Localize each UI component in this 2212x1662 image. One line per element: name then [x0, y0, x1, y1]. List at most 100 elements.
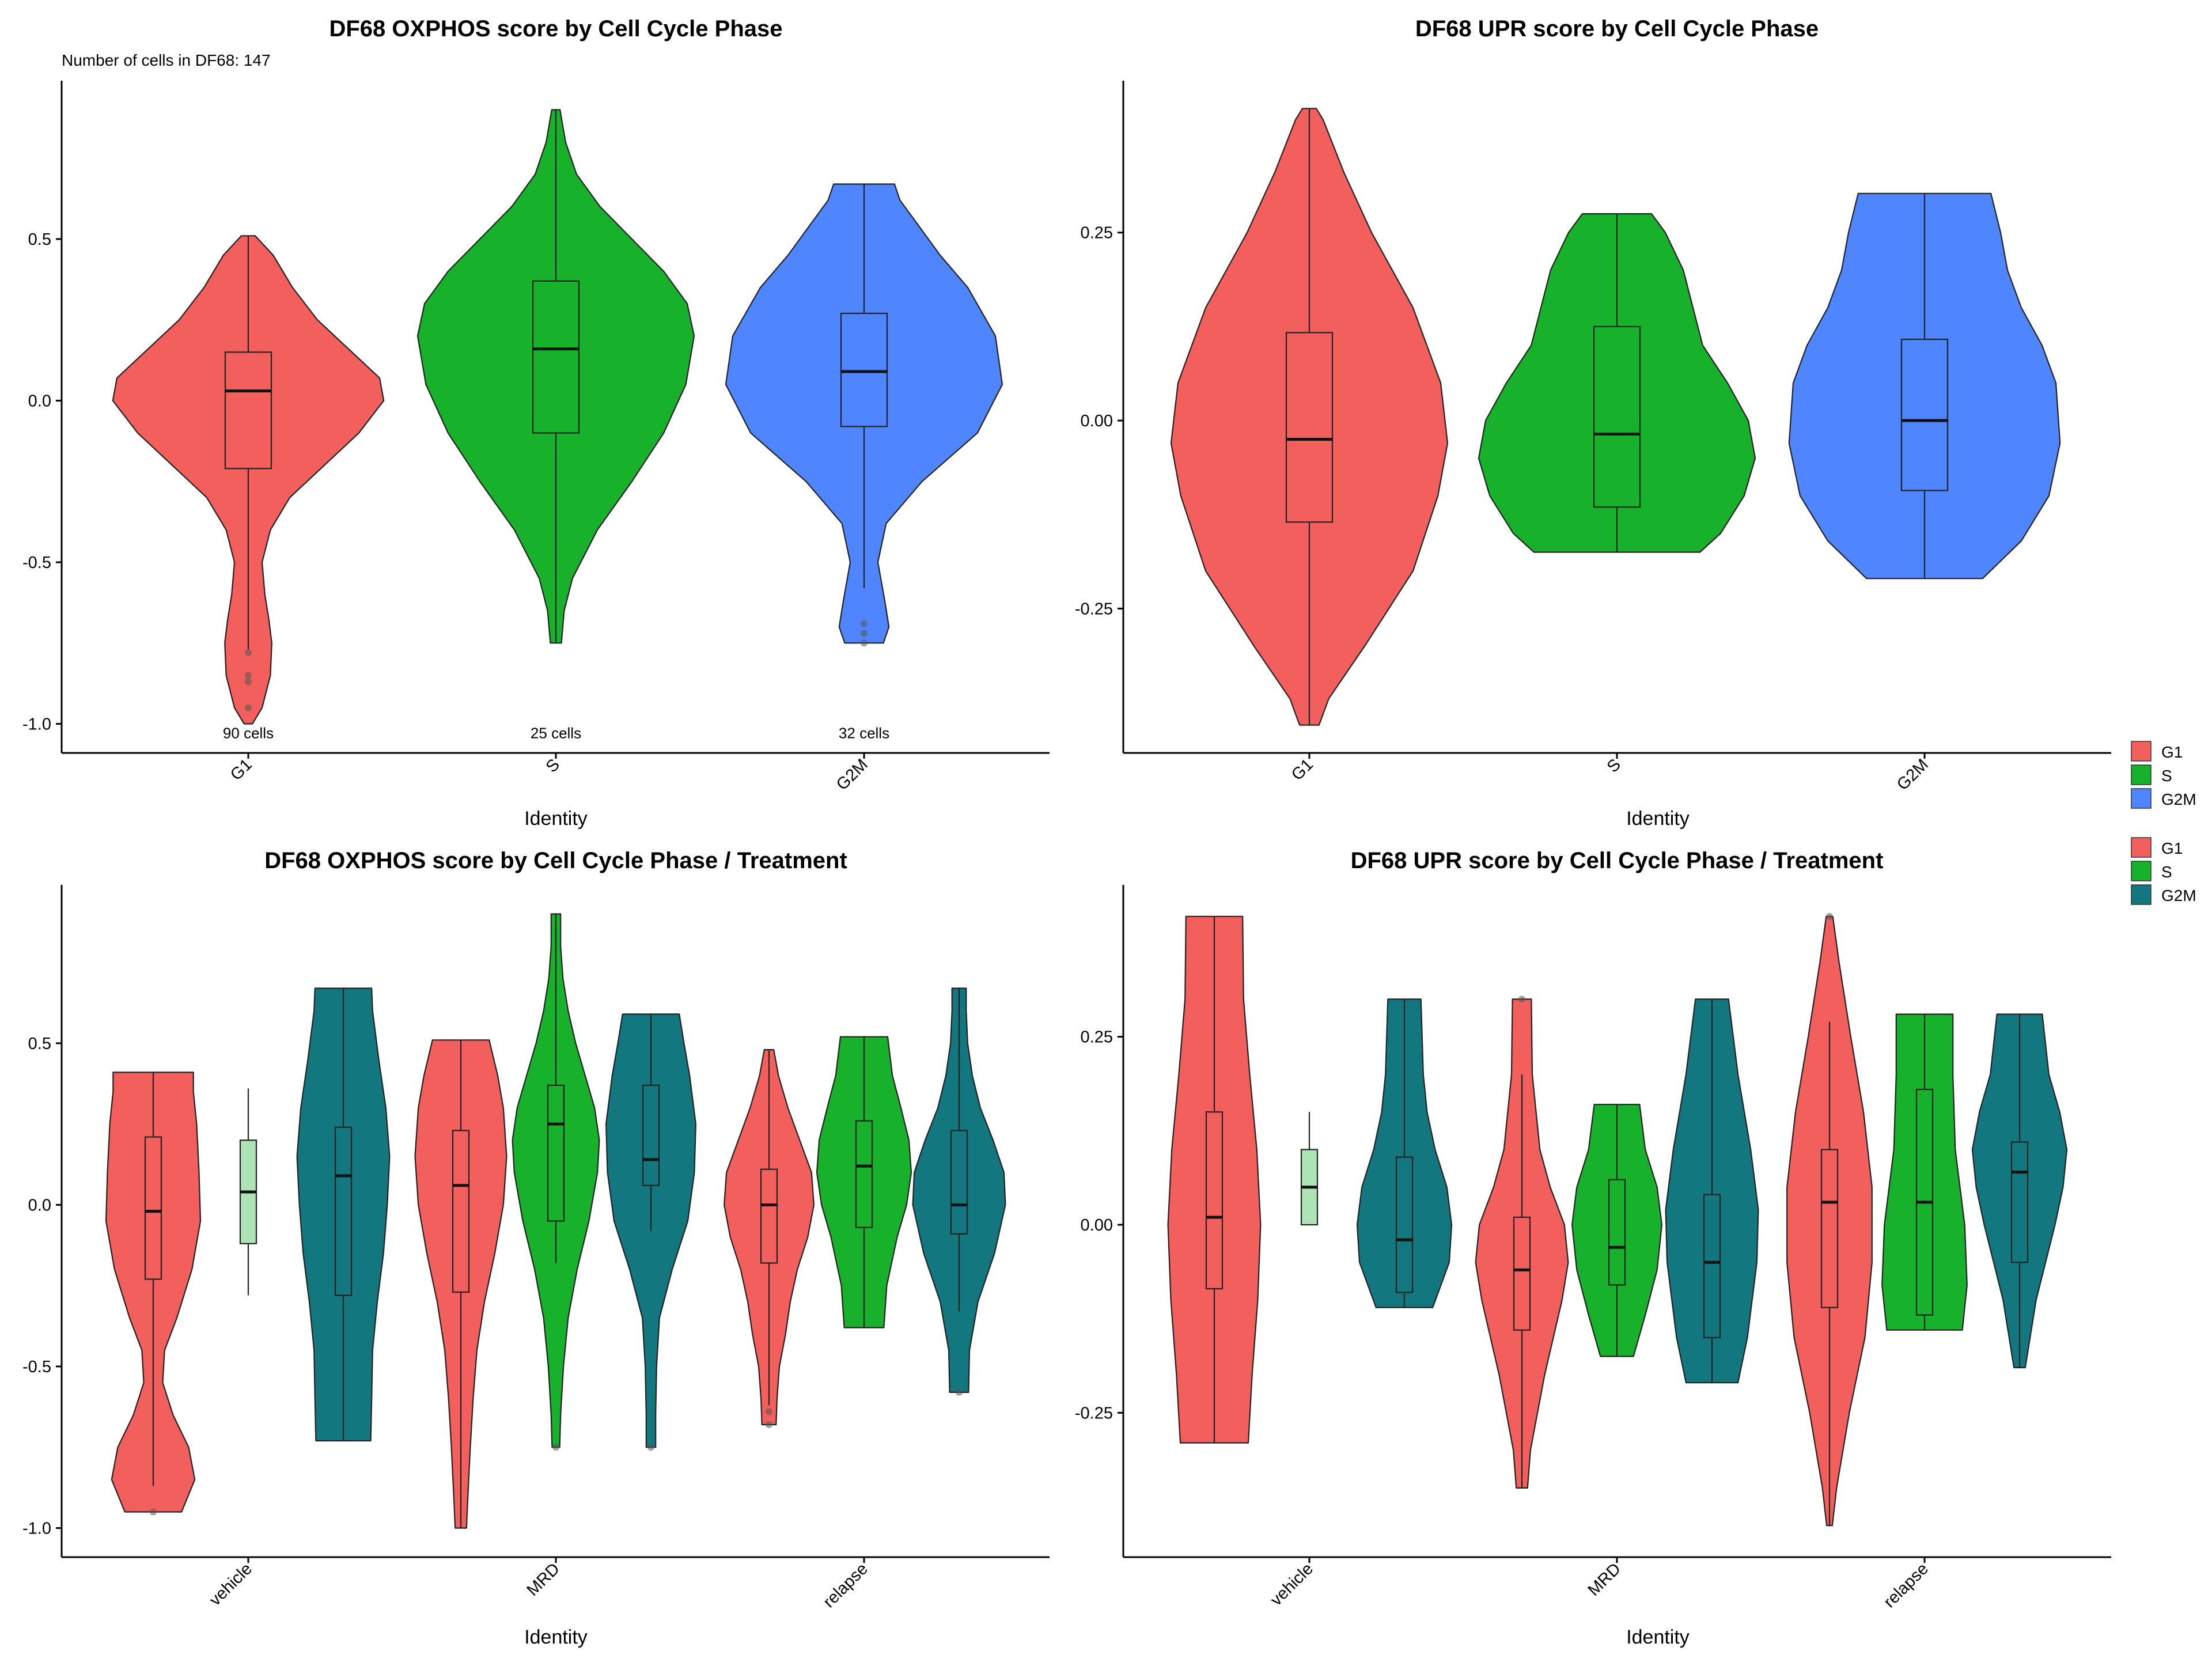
panel-title: DF68 UPR score by Cell Cycle Phase [1415, 16, 1819, 41]
panel-oxphos-phase: DF68 OXPHOS score by Cell Cycle Phase Nu… [22, 16, 1050, 830]
cell-count-label: 32 cells [839, 725, 889, 742]
outlier-point [766, 1421, 772, 1428]
y-tick-label: 0.5 [28, 230, 51, 249]
panel-oxphos-treatment: DF68 OXPHOS score by Cell Cycle Phase / … [22, 848, 1050, 1648]
violin-shape [512, 913, 600, 1448]
violin-group-g1 [724, 1049, 815, 1428]
violin-group-g1 [1475, 995, 1569, 1489]
box [334, 1126, 353, 1296]
box [532, 280, 580, 434]
violin-group-g2m [1356, 998, 1453, 1308]
x-axis-title: Identity [1626, 808, 1690, 830]
y-tick-label: -1.0 [22, 1520, 51, 1538]
violin-group-s [816, 1036, 912, 1328]
violin-group-g1 [1170, 108, 1449, 726]
outlier-point [861, 639, 868, 647]
violin-group-g1 [1786, 913, 1873, 1527]
x-axis-title: Identity [524, 1626, 588, 1648]
violin-shape [416, 109, 695, 644]
violin-shape [1788, 192, 2061, 580]
legend-swatch [2131, 861, 2152, 881]
violin-shape [725, 183, 1003, 644]
violin-group-g2m [725, 183, 1003, 647]
cell-count-label: 25 cells [531, 725, 581, 742]
violin-shape [1571, 1104, 1662, 1357]
box [1513, 1216, 1531, 1331]
panel-subtitle: Number of cells in DF68: 147 [62, 51, 271, 69]
cell-count-label: 90 cells [223, 725, 274, 742]
box [760, 1168, 778, 1264]
violin-group-s [239, 1088, 257, 1296]
legend-swatch [2131, 884, 2152, 905]
outlier-point [245, 704, 252, 711]
box [1900, 338, 1949, 491]
outlier-point [861, 620, 868, 627]
violin-shape [1478, 213, 1756, 553]
outlier-point [552, 1444, 559, 1451]
legend-label: S [2161, 767, 2172, 785]
legend-label: G2M [2161, 887, 2196, 904]
legend-label: G1 [2161, 839, 2183, 857]
violin-shape [1167, 915, 1262, 1444]
violin-group-g1 [105, 1072, 202, 1516]
violin-group-s [1571, 1104, 1662, 1357]
outlier-point [1518, 995, 1525, 1003]
box [840, 312, 888, 427]
violin-shape [1170, 108, 1449, 726]
violin-shape [414, 1039, 507, 1529]
legend-label: G2M [2161, 790, 2196, 808]
violin-group-g2m [912, 987, 1006, 1396]
violin-group-g2m [1788, 192, 2061, 580]
violin-group-g2m [296, 987, 391, 1442]
box [1593, 325, 1641, 508]
outlier-point [245, 649, 252, 657]
legend-swatch [2131, 741, 2152, 762]
legend-phase: G1 S G2M [2131, 741, 2196, 809]
violin-shape [1971, 1013, 2068, 1369]
y-tick-label: -0.5 [22, 554, 51, 572]
box [1285, 332, 1334, 523]
box [1395, 1156, 1414, 1293]
panel-upr-phase: DF68 UPR score by Cell Cycle Phase 0.25 0… [1075, 16, 2111, 830]
box [855, 1120, 873, 1228]
box [1820, 1149, 1839, 1308]
box [1205, 1111, 1224, 1290]
box [144, 1136, 162, 1280]
panel-title: DF68 UPR score by Cell Cycle Phase / Tre… [1351, 848, 1884, 873]
legend-phase-treatment: G1 S G2M [2131, 837, 2196, 905]
box [950, 1130, 968, 1235]
violin-shape [296, 987, 391, 1442]
violin-group-g1 [112, 235, 385, 725]
box [1608, 1179, 1626, 1286]
violin-group-s [512, 913, 600, 1451]
box [1703, 1194, 1721, 1338]
y-tick-label: -1.0 [22, 715, 51, 734]
violin-shape [1881, 1013, 1968, 1331]
y-tick-label: -0.25 [1075, 1404, 1113, 1422]
violin-group-g2m [1665, 998, 1759, 1384]
violin-shape [724, 1049, 815, 1426]
box [2010, 1141, 2029, 1263]
legend-label: G1 [2161, 743, 2183, 761]
outlier-point [861, 630, 868, 637]
outlier-point [245, 678, 252, 686]
panel-title: DF68 OXPHOS score by Cell Cycle Phase [329, 16, 782, 41]
violin-shape [912, 987, 1006, 1393]
box [642, 1084, 660, 1186]
violin-group-g1 [414, 1039, 507, 1529]
violin-group-g1 [1167, 915, 1262, 1444]
y-tick-label: 0.00 [1081, 412, 1113, 430]
outlier-point [766, 1408, 772, 1415]
violin-group-s [1300, 1112, 1319, 1226]
violin-group-s [1881, 1013, 1968, 1331]
legend-swatch [2131, 788, 2152, 809]
violin-shape [816, 1036, 912, 1328]
box [224, 351, 272, 470]
violin-shape [1475, 998, 1569, 1489]
y-tick-label: 0.0 [28, 1196, 51, 1214]
panel-title: DF68 OXPHOS score by Cell Cycle Phase / … [264, 848, 847, 873]
outlier-point [150, 1508, 157, 1516]
outlier-point [1826, 913, 1833, 920]
